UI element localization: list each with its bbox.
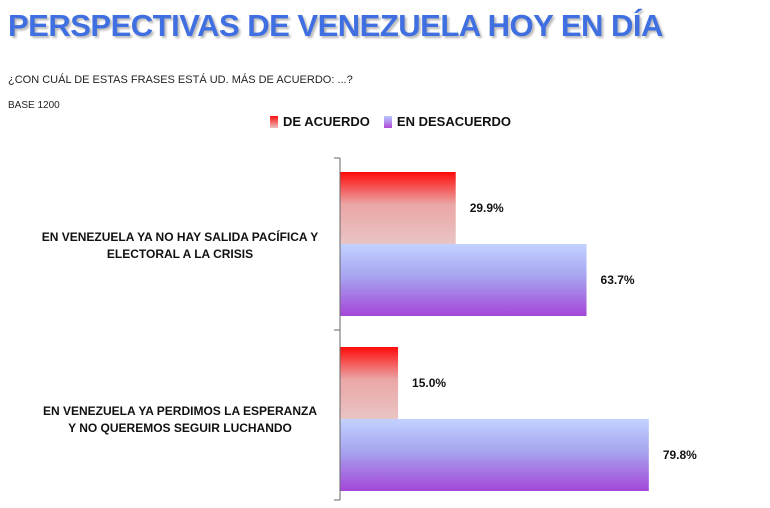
category-label-2-line-1: EN VENEZUELA YA PERDIMOS LA ESPERANZA <box>42 404 318 418</box>
bar-en-desacuerdo-2 <box>340 419 649 491</box>
legend-label-en-desacuerdo: EN DESACUERDO <box>396 114 512 129</box>
legend-swatch-purple <box>383 115 392 128</box>
category-label-1-line-2: ELECTORAL A LA CRISIS <box>106 247 254 261</box>
bar-value-label-en-desacuerdo-2: 79.8% <box>663 448 697 462</box>
bar-value-label-de-acuerdo-1: 29.9% <box>470 201 504 215</box>
category-label-1: EN VENEZUELA YA NO HAY SALIDA PACÍFICA Y… <box>20 229 340 263</box>
survey-question: ¿CON CUÁL DE ESTAS FRASES ESTÁ UD. MÁS D… <box>8 74 353 86</box>
category-label-1-line-1: EN VENEZUELA YA NO HAY SALIDA PACÍFICA Y <box>41 230 319 244</box>
bar-en-desacuerdo-1 <box>340 244 587 316</box>
legend-item-en-desacuerdo: EN DESACUERDO <box>383 114 512 129</box>
category-label-2: EN VENEZUELA YA PERDIMOS LA ESPERANZA Y … <box>20 403 340 437</box>
sample-base: BASE 1200 <box>8 100 60 111</box>
legend: DE ACUERDO EN DESACUERDO <box>270 114 511 129</box>
bar-value-label-de-acuerdo-2: 15.0% <box>412 376 446 390</box>
category-label-2-line-2: Y NO QUEREMOS SEGUIR LUCHANDO <box>68 421 292 435</box>
chart-title: PERSPECTIVAS DE VENEZUELA HOY EN DÍA <box>8 8 663 43</box>
legend-label-de-acuerdo: DE ACUERDO <box>283 114 370 129</box>
bar-de-acuerdo-1 <box>340 172 456 244</box>
legend-item-de-acuerdo: DE ACUERDO <box>270 114 370 129</box>
legend-swatch-red <box>270 115 278 128</box>
bars-layer: 29.9% 63.7% 15.0% 79.8% <box>340 172 697 491</box>
bar-de-acuerdo-2 <box>340 347 399 419</box>
bar-value-label-en-desacuerdo-1: 63.7% <box>601 273 635 287</box>
